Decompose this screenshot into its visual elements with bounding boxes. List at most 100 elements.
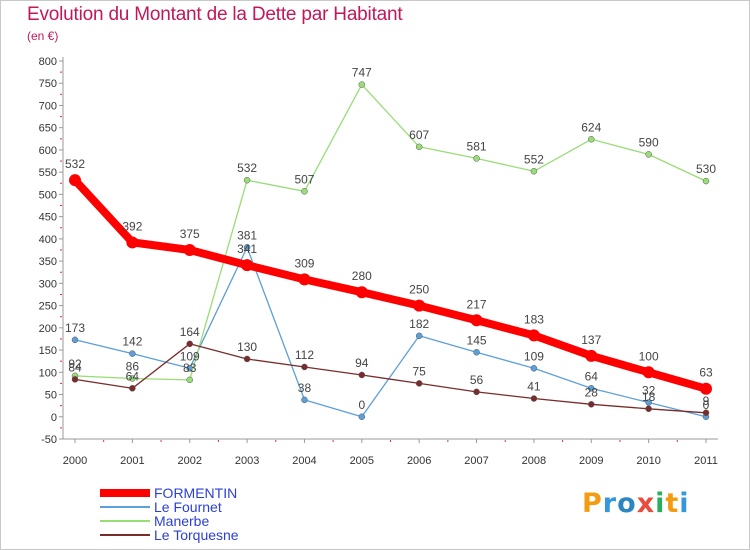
data-point — [183, 244, 196, 256]
data-point — [530, 168, 538, 175]
data-point — [645, 151, 652, 158]
legend-item: Le Torquesne — [100, 528, 239, 542]
data-point — [69, 174, 81, 187]
data-label: 341 — [237, 242, 257, 256]
x-tick-label: 2000 — [63, 455, 87, 467]
data-point — [129, 385, 136, 392]
chart-title: Evolution du Montant de la Dette par Hab… — [27, 4, 403, 25]
data-point — [415, 380, 423, 387]
data-label: 94 — [355, 356, 369, 370]
data-label: 507 — [294, 172, 314, 186]
data-label: 375 — [180, 227, 200, 241]
data-point — [301, 363, 308, 371]
data-point — [186, 340, 193, 348]
data-label: 109 — [524, 349, 544, 363]
x-tick-label: 2007 — [464, 455, 488, 467]
data-point — [358, 413, 366, 421]
logo-letter: i — [655, 488, 666, 519]
y-tick-label: 450 — [39, 212, 57, 224]
data-point — [588, 385, 595, 392]
logo-letter: o — [617, 488, 637, 519]
data-label: 130 — [237, 340, 257, 354]
y-tick-label: 350 — [39, 256, 57, 268]
y-tick-label: 200 — [39, 323, 57, 335]
data-label: 624 — [581, 120, 601, 134]
series-line — [71, 176, 710, 393]
y-tick-label: 750 — [39, 78, 57, 90]
data-point — [645, 405, 652, 413]
data-point — [585, 349, 598, 362]
x-tick-label: 2009 — [579, 455, 603, 467]
data-label: 183 — [524, 312, 544, 326]
y-tick-label: 250 — [39, 301, 57, 313]
y-tick-label: 100 — [39, 367, 57, 379]
data-label: 532 — [65, 157, 85, 171]
y-tick-label: 800 — [39, 56, 57, 68]
data-label: 164 — [180, 325, 200, 339]
x-tick-label: 2003 — [235, 455, 259, 467]
y-tick-label: 500 — [39, 189, 57, 201]
logo-letter: x — [636, 488, 656, 519]
x-tick-label: 2004 — [292, 455, 316, 467]
data-label: 747 — [352, 66, 372, 80]
y-tick-label: 0 — [51, 412, 57, 424]
data-label: 137 — [581, 333, 601, 347]
data-label: 92 — [68, 357, 82, 371]
logo-letter: i — [679, 488, 690, 519]
unit-label: (en €) — [27, 29, 59, 43]
data-label: 83 — [183, 361, 197, 375]
data-label: 142 — [122, 335, 142, 349]
logo-letter: t — [665, 488, 680, 519]
x-tick-label: 2002 — [177, 455, 201, 467]
legend-label: FORMENTIN — [154, 485, 238, 501]
data-point — [702, 177, 710, 185]
logo-letter: r — [602, 488, 618, 519]
data-label: 84 — [68, 360, 82, 374]
data-label: 590 — [639, 135, 659, 149]
data-label: 100 — [639, 349, 659, 363]
legend-item: Le Fournet — [100, 500, 222, 514]
data-label: 32 — [642, 384, 656, 398]
data-point — [71, 336, 79, 344]
data-point — [415, 332, 423, 340]
data-point — [473, 388, 480, 396]
data-label: 86 — [126, 360, 140, 374]
series-lines — [69, 81, 712, 421]
data-point — [243, 244, 251, 251]
legend-swatch — [100, 489, 150, 497]
data-point — [241, 259, 254, 272]
y-tick-label: -50 — [41, 434, 57, 446]
data-label: 552 — [524, 152, 544, 166]
data-point — [642, 366, 655, 379]
legend-label: Manerbe — [154, 513, 210, 529]
data-label: 38 — [298, 381, 312, 395]
data-point — [301, 188, 308, 195]
x-tick-label: 2008 — [522, 455, 546, 467]
data-point — [470, 314, 483, 327]
data-point — [126, 236, 139, 249]
y-tick-label: 50 — [45, 390, 57, 402]
data-point — [71, 376, 79, 383]
data-label: 18 — [642, 390, 656, 404]
logo-letter: P — [582, 488, 603, 519]
data-point — [358, 371, 366, 379]
data-label: 381 — [237, 228, 257, 242]
data-label: 112 — [295, 348, 314, 362]
data-label: 145 — [467, 333, 487, 347]
data-label: 41 — [527, 380, 541, 394]
data-label: 28 — [585, 385, 599, 399]
axes: -50 0 50 100 150 200 250 300 350 400 450 500 550 600 6… — [39, 56, 718, 467]
data-point — [588, 401, 595, 408]
data-point — [473, 155, 480, 162]
data-label: 0 — [703, 398, 710, 412]
data-point — [129, 350, 136, 357]
data-point — [243, 355, 251, 363]
data-point — [473, 349, 480, 356]
data-point — [413, 299, 426, 312]
data-label: 530 — [696, 162, 716, 176]
data-label: 217 — [467, 297, 487, 311]
x-tick-label: 2011 — [694, 455, 718, 467]
legend-swatch — [100, 506, 150, 508]
data-label: 581 — [467, 139, 487, 153]
